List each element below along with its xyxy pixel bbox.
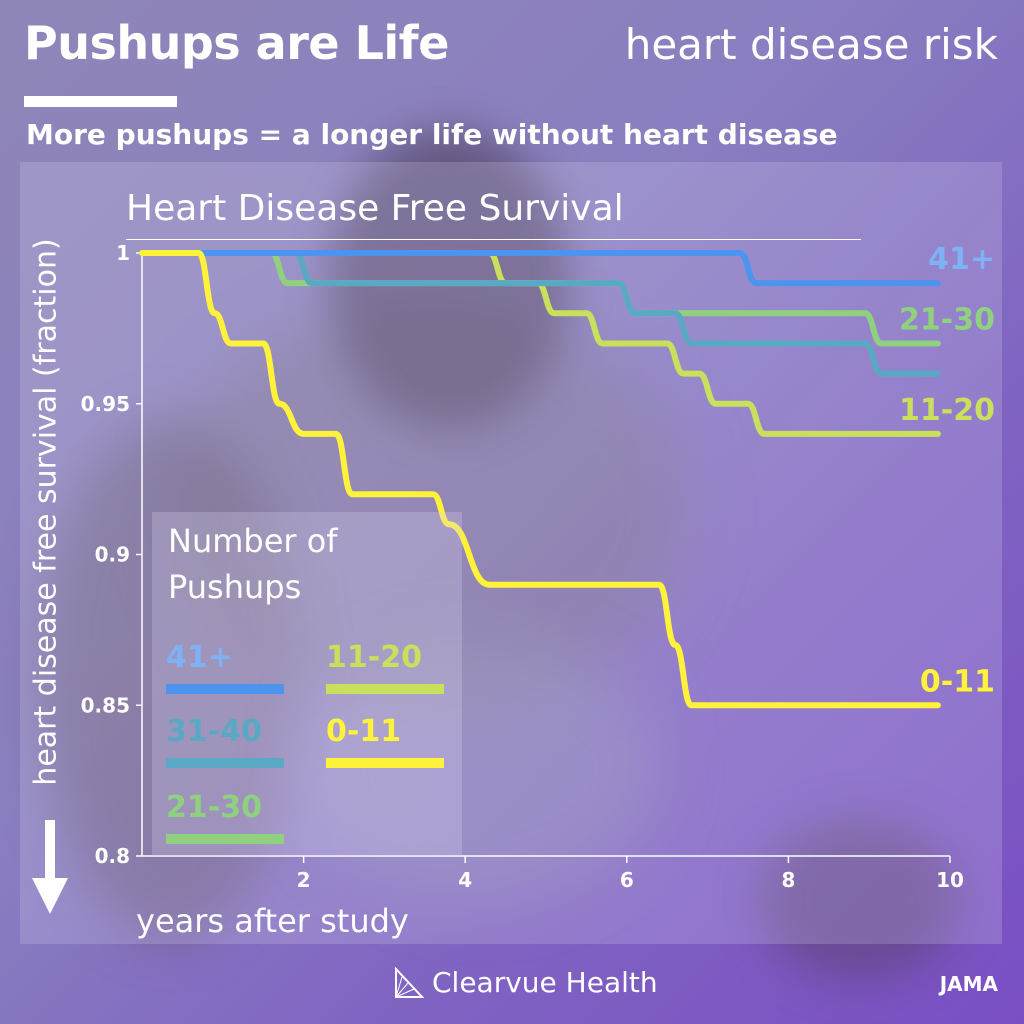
legend-title-line2: Pushups <box>168 568 302 606</box>
series-end-label-11-20: 11-20 <box>899 393 995 428</box>
series-line-31-40 <box>139 250 941 377</box>
brand-logo-icon <box>395 966 424 998</box>
legend-label: 31-40 <box>166 714 262 749</box>
series-end-label-21-30: 21-30 <box>899 302 995 337</box>
topic-label: heart disease risk <box>624 20 998 69</box>
series-end-label-41-plus: 41+ <box>928 242 995 277</box>
legend-label: 41+ <box>166 640 233 675</box>
y-tick-label: 0.85 <box>81 693 130 717</box>
legend-swatch <box>326 684 444 694</box>
x-tick-label: 8 <box>781 868 795 892</box>
x-tick-label: 10 <box>936 868 964 892</box>
series-end-label-0-11: 0-11 <box>920 664 995 699</box>
page-title: Pushups are Life <box>24 16 449 70</box>
chart-title-rule <box>126 239 861 240</box>
x-tick-label: 2 <box>297 868 311 892</box>
series-line-0-11 <box>139 250 941 709</box>
source-label: JAMA <box>939 972 998 996</box>
legend-label: 0-11 <box>326 714 402 749</box>
legend-item-31-40: 31-40 <box>166 714 288 768</box>
photo-figure-arm <box>40 420 300 940</box>
brand: Clearvue Health <box>394 966 658 999</box>
legend-swatch <box>166 758 284 768</box>
series-line-21-30 <box>139 250 941 347</box>
tagline: More pushups = a longer life without hea… <box>26 118 838 151</box>
x-tick-label: 4 <box>458 868 472 892</box>
legend-swatch <box>166 684 284 694</box>
brand-name: Clearvue Health <box>432 966 658 999</box>
y-tick-label: 0.95 <box>81 392 130 416</box>
y-tick-label: 0.8 <box>95 844 130 868</box>
legend-item-21-30: 21-30 <box>166 790 288 844</box>
legend-title-line1: Number of <box>168 522 338 560</box>
legend-title: Number of Pushups <box>168 518 448 610</box>
legend-label: 11-20 <box>326 640 422 675</box>
legend-item-0-11: 0-11 <box>326 714 448 768</box>
legend-item-11-20: 11-20 <box>326 640 448 694</box>
chart-title: Heart Disease Free Survival <box>126 188 624 229</box>
y-tick-label: 1 <box>116 241 130 265</box>
legend-item-41-plus: 41+ <box>166 640 288 694</box>
legend-label: 21-30 <box>166 790 262 825</box>
photo-figure-head <box>330 130 570 430</box>
x-tick-label: 6 <box>620 868 634 892</box>
x-axis-label: years after study <box>136 902 409 940</box>
chart-panel <box>20 162 1002 944</box>
title-underline <box>24 96 177 107</box>
series-line-41-plus <box>139 250 941 287</box>
legend-swatch <box>166 834 284 844</box>
legend-swatch <box>326 758 444 768</box>
down-arrow-icon <box>32 820 68 914</box>
y-tick-label: 0.9 <box>95 543 130 567</box>
photo-figure-hand <box>760 820 960 980</box>
